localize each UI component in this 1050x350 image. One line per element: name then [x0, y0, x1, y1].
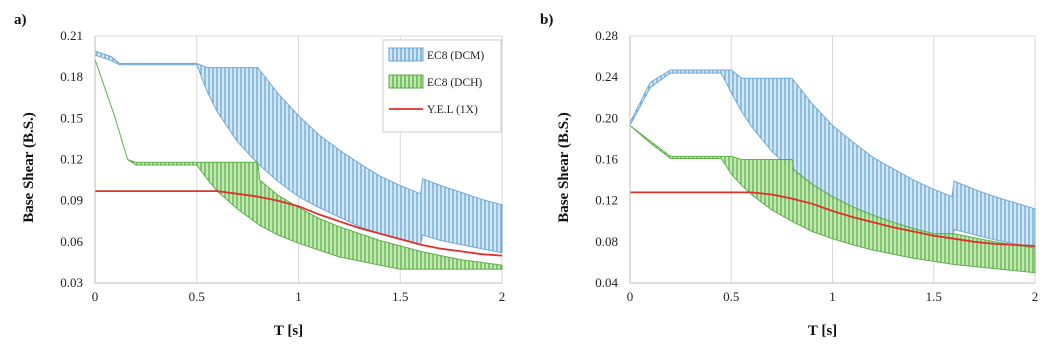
- legend-label: EC8 (DCH): [427, 77, 482, 89]
- legend-label: Y.E.L (1X): [427, 104, 478, 116]
- panel-label: a): [14, 12, 27, 28]
- x-tick-label: 0: [627, 289, 634, 304]
- x-axis-title: T [s]: [808, 323, 837, 339]
- x-tick-label: 1.5: [926, 289, 942, 304]
- panel-label: b): [540, 12, 553, 28]
- y-tick-label: 0.12: [60, 152, 83, 167]
- band-ec8-dch: [94, 59, 503, 270]
- x-tick-label: 2: [1032, 289, 1039, 304]
- band-ec8-dcm: [629, 69, 1036, 248]
- x-tick-label: 0.5: [189, 289, 205, 304]
- y-tick-label: 0.04: [595, 275, 618, 290]
- line-yel: [95, 190, 503, 257]
- chart-panel-2: 0 0.5 1 1.5 2 0.04 0.08 0.12 0.16 0.20 0.24 0.28 T […: [540, 12, 1038, 339]
- y-tick-label: 0.16: [595, 152, 618, 167]
- y-tick-label: 0.20: [595, 110, 618, 125]
- line-yel: [630, 191, 1036, 247]
- x-tick-label: 2: [499, 289, 506, 304]
- y-tick-label: 0.24: [595, 69, 618, 84]
- y-tick-label: 0.12: [595, 193, 618, 208]
- x-axis-title: T [s]: [274, 323, 303, 339]
- y-axis-title: Base Shear (B.S.): [556, 112, 572, 223]
- y-tick-label: 0.15: [60, 110, 83, 125]
- legend-label: EC8 (DCM): [427, 50, 484, 62]
- y-tick-label: 0.28: [595, 28, 618, 43]
- y-tick-label: 0.08: [595, 234, 618, 249]
- legend: EC8 (DCM) EC8 (DCH) Y.E.L (1X): [382, 39, 502, 133]
- x-tick-label: 1: [829, 289, 836, 304]
- x-tick-label: 1.5: [392, 289, 408, 304]
- x-tick-label: 0: [92, 289, 99, 304]
- y-tick-label: 0.18: [60, 69, 83, 84]
- y-tick-label: 0.09: [60, 193, 83, 208]
- y-axis-title: Base Shear (B.S.): [21, 112, 37, 223]
- y-tick-label: 0.21: [60, 28, 83, 43]
- legend-swatch-ec8-dcm: [388, 47, 424, 62]
- x-tick-label: 1: [295, 289, 302, 304]
- x-tick-label: 0.5: [723, 289, 739, 304]
- legend-swatch-ec8-dch: [388, 74, 424, 89]
- band-ec8-dcm: [94, 50, 503, 254]
- chart-panel-1: 0 0.5 1 1.5 2 0.03 0.06 0.09 0.12 0.15 0.18 0.21 T […: [14, 12, 505, 339]
- y-tick-label: 0.06: [60, 234, 83, 249]
- y-tick-label: 0.03: [60, 275, 83, 290]
